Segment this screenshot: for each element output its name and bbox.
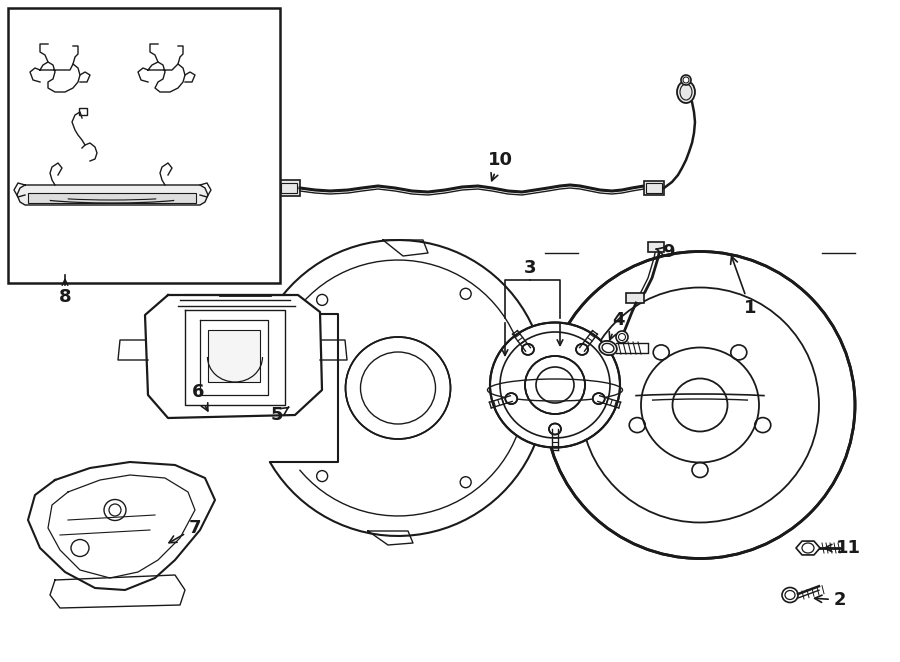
Text: 1: 1 [731, 256, 756, 317]
Text: 7: 7 [169, 519, 202, 543]
Text: 6: 6 [192, 383, 208, 411]
Bar [79, 108, 87, 115]
Ellipse shape [549, 424, 561, 434]
Bar [28, 193, 196, 203]
Text: 9: 9 [656, 243, 674, 261]
Ellipse shape [599, 341, 616, 355]
Bar [8, 8, 280, 283]
Polygon shape [145, 295, 322, 418]
Ellipse shape [576, 344, 588, 355]
Ellipse shape [545, 252, 855, 559]
Polygon shape [796, 541, 820, 555]
Bar [281, 183, 297, 193]
Text: 10: 10 [488, 151, 512, 181]
Ellipse shape [782, 587, 798, 602]
Ellipse shape [681, 75, 691, 85]
Text: 11: 11 [824, 539, 860, 557]
Ellipse shape [522, 344, 534, 355]
Polygon shape [270, 240, 546, 536]
Text: 4: 4 [609, 311, 625, 340]
Text: 3: 3 [524, 259, 536, 277]
Text: 2: 2 [814, 591, 846, 609]
Polygon shape [28, 462, 215, 590]
Bar [208, 330, 260, 382]
Text: 8: 8 [58, 288, 71, 306]
Ellipse shape [616, 331, 628, 343]
Bar [644, 181, 664, 195]
Ellipse shape [505, 393, 518, 404]
Bar [626, 293, 644, 303]
Ellipse shape [346, 337, 451, 439]
Ellipse shape [677, 81, 695, 103]
Bar [646, 183, 662, 193]
Ellipse shape [525, 356, 585, 414]
Ellipse shape [593, 393, 605, 404]
Polygon shape [17, 185, 208, 205]
Bar [278, 180, 300, 196]
Ellipse shape [490, 322, 620, 448]
Text: 5: 5 [271, 406, 289, 424]
Bar [648, 242, 664, 252]
